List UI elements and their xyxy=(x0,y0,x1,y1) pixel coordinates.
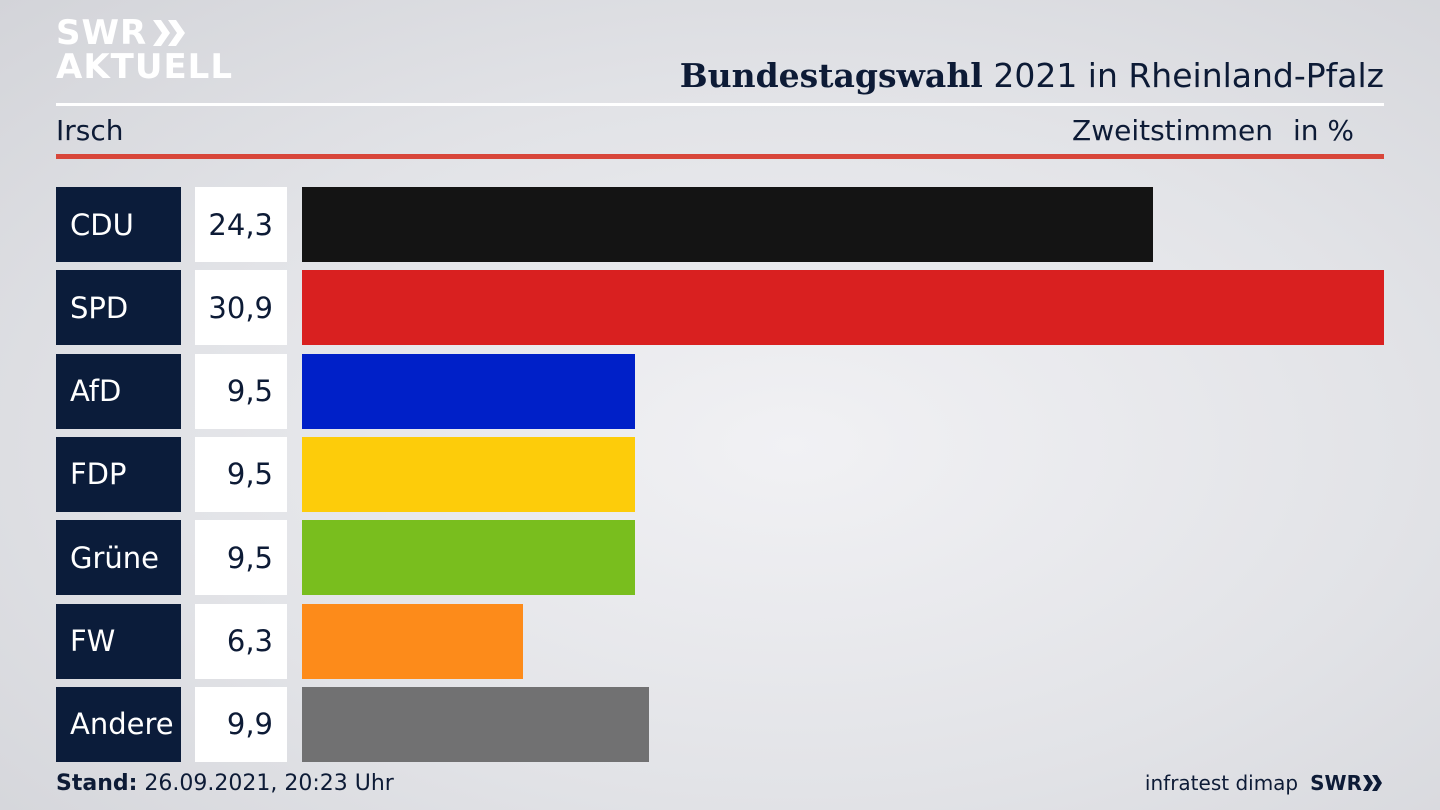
bar-andere xyxy=(302,686,649,762)
source-credit: infratest dimap SWR xyxy=(1145,771,1384,795)
double-chevron-icon xyxy=(153,20,186,46)
party-label: Andere xyxy=(56,686,181,762)
party-label: AfD xyxy=(56,353,181,429)
metric-name: Zweitstimmen xyxy=(1072,114,1273,147)
timestamp: Stand: 26.09.2021, 20:23 Uhr xyxy=(56,771,394,796)
value-label: 9,9 xyxy=(195,686,287,762)
bar-fw xyxy=(302,603,523,679)
party-label: FW xyxy=(56,603,181,679)
swr-aktuell-logo: SWR AKTUELL xyxy=(56,16,233,84)
metric-label: Zweitstimmen in % xyxy=(1072,114,1354,147)
party-label: Grüne xyxy=(56,520,181,596)
accent-divider xyxy=(56,154,1384,159)
swr-footer-logo: SWR xyxy=(1310,771,1384,795)
value-label: 9,5 xyxy=(195,520,287,596)
source-label: infratest dimap xyxy=(1144,771,1299,795)
logo-line2: AKTUELL xyxy=(56,47,234,87)
bar-cdu xyxy=(302,187,1153,262)
header-divider xyxy=(56,103,1384,106)
logo-line1: SWR xyxy=(56,13,148,53)
party-label: CDU xyxy=(56,187,181,262)
bar-fdp xyxy=(302,436,635,512)
swr-footer-text: SWR xyxy=(1310,771,1362,795)
title-bold: Bundestagswahl xyxy=(679,56,983,95)
metric-unit: in % xyxy=(1292,114,1354,147)
party-label: FDP xyxy=(56,436,181,512)
chart-title: Bundestagswahl 2021 in Rheinland-Pfalz xyxy=(680,56,1384,95)
party-label: SPD xyxy=(56,270,181,346)
stand-value: 26.09.2021, 20:23 Uhr xyxy=(137,771,394,796)
value-label: 6,3 xyxy=(195,603,287,679)
value-label: 9,5 xyxy=(195,436,287,512)
bar-afd xyxy=(302,353,635,429)
value-label: 30,9 xyxy=(195,270,287,346)
title-rest: 2021 in Rheinland-Pfalz xyxy=(982,56,1384,95)
value-label: 9,5 xyxy=(195,353,287,429)
stand-label: Stand: xyxy=(56,771,138,796)
bar-grüne xyxy=(302,520,635,596)
double-chevron-icon xyxy=(1363,775,1382,791)
bar-spd xyxy=(302,270,1384,346)
region-label: Irsch xyxy=(56,114,124,147)
value-label: 24,3 xyxy=(195,187,287,262)
